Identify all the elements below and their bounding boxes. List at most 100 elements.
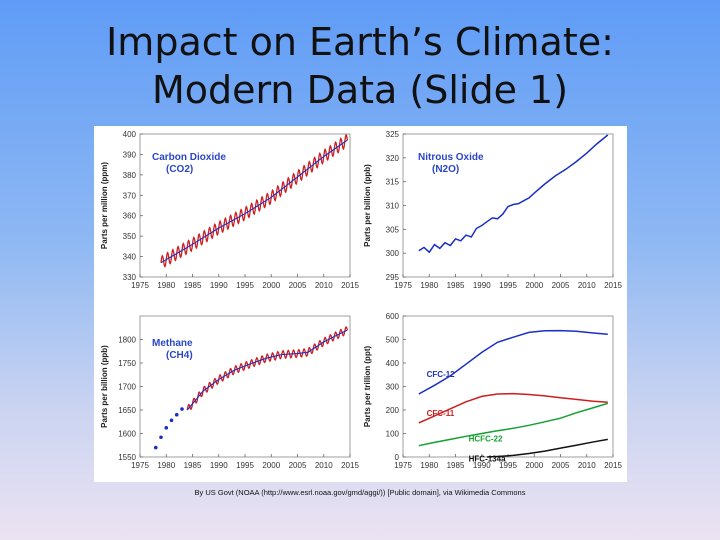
co2-xtick-label: 2000 — [262, 281, 280, 290]
ch4-ytick-label: 1700 — [118, 383, 136, 392]
ch4-xtick-label: 1980 — [157, 461, 175, 470]
ch4-xtick-label: 2005 — [289, 461, 307, 470]
ch4-point — [153, 445, 158, 450]
n2o-xtick-label: 1990 — [473, 281, 491, 290]
ch4-point — [164, 426, 169, 430]
cfc-series-line — [418, 402, 609, 447]
ch4-ytick-label: 1800 — [118, 336, 136, 345]
chart-n2o: 295 300 305 310 315 320 325 1975 1980 1985 1990 199… — [363, 130, 622, 290]
cfc-annotation: HFC-134a — [469, 455, 506, 464]
cfc-xtick-label: 2005 — [552, 461, 570, 470]
cfc-ytick-label: 200 — [386, 406, 400, 415]
n2o-xtick-label: 2015 — [604, 281, 622, 290]
ch4-series-line — [186, 326, 349, 411]
ch4-xtick-label: 1995 — [236, 461, 254, 470]
cfc-xtick-label: 2015 — [604, 461, 622, 470]
n2o-xtick-label: 1995 — [499, 281, 517, 290]
n2o-ytick-label: 295 — [386, 273, 400, 282]
n2o-plot-frame — [402, 133, 614, 278]
ch4-series-2 — [186, 329, 348, 411]
cfc-xtick-label: 1985 — [447, 461, 465, 470]
ch4-xtick-label: 1990 — [210, 461, 228, 470]
co2-series-line — [160, 133, 349, 268]
co2-ylabel: Parts per million (ppm) — [100, 162, 109, 249]
cfc-series-0 — [418, 329, 608, 395]
title-line-1: Impact on Earth’s Climate: — [106, 20, 614, 64]
chart-cfc: 0 100 200 300 400 500 600 1975 1980 1985 1990 1995 2… — [363, 312, 622, 470]
ch4-xtick-label: 1975 — [131, 461, 149, 470]
ch4-ytick-label: 1550 — [118, 453, 136, 462]
cfc-annotation: CFC-11 — [427, 409, 455, 418]
n2o-series-0 — [418, 134, 609, 254]
ch4-series-0 — [153, 407, 184, 450]
n2o-ytick-label: 310 — [386, 202, 400, 211]
cfc-series-3 — [486, 438, 608, 458]
ch4-ylabel: Parts per billion (ppb) — [100, 345, 109, 428]
co2-subtitle: (CO2) — [166, 164, 193, 175]
co2-xtick-label: 1975 — [131, 281, 149, 290]
cfc-ytick-label: 100 — [386, 430, 400, 439]
co2-ytick-label: 330 — [123, 273, 137, 282]
cfc-series-line — [418, 329, 608, 395]
cfc-ytick-label: 0 — [395, 453, 400, 462]
co2-xtick-label: 2010 — [315, 281, 333, 290]
cfc-series-line — [486, 438, 608, 458]
n2o-xtick-label: 1985 — [447, 281, 465, 290]
charts-svg: 330 340 350 360 370 380 390 400 1975 1980 1985 1990… — [100, 130, 622, 470]
n2o-ytick-label: 305 — [386, 225, 400, 234]
ch4-ytick-label: 1650 — [118, 406, 136, 415]
co2-ytick-label: 350 — [123, 232, 137, 241]
chart-ch4: 1550 1600 1650 1700 1750 1800 1975 1980 1985 1990… — [100, 315, 359, 470]
cfc-annotation: HCFC-22 — [469, 435, 503, 444]
ch4-title: Methane — [152, 338, 193, 349]
ch4-ytick-label: 1600 — [118, 430, 136, 439]
co2-ytick-label: 370 — [123, 191, 137, 200]
co2-xtick-label: 1980 — [157, 281, 175, 290]
cfc-xtick-label: 1995 — [499, 461, 517, 470]
ch4-xtick-label: 2000 — [262, 461, 280, 470]
cfc-annotation: CFC-12 — [427, 370, 456, 379]
ch4-point — [169, 418, 174, 423]
ch4-series-line — [186, 329, 348, 411]
n2o-ytick-label: 320 — [386, 154, 400, 163]
image-credit: By US Govt (NOAA (http://www.esrl.noaa.g… — [194, 488, 526, 497]
co2-ytick-label: 360 — [123, 212, 137, 221]
co2-xtick-label: 1995 — [236, 281, 254, 290]
ch4-xtick-label: 2010 — [315, 461, 333, 470]
ch4-point — [180, 407, 184, 411]
cfc-xtick-label: 1990 — [473, 461, 491, 470]
n2o-series-line — [418, 134, 609, 254]
cfc-ytick-label: 500 — [386, 336, 400, 345]
cfc-xtick-label: 2000 — [525, 461, 543, 470]
cfc-ytick-label: 300 — [386, 383, 400, 392]
co2-xtick-label: 1990 — [210, 281, 228, 290]
cfc-ytick-label: 600 — [386, 312, 400, 321]
n2o-xtick-label: 1975 — [394, 281, 412, 290]
cfc-ytick-label: 400 — [386, 359, 400, 368]
co2-ytick-label: 400 — [123, 130, 137, 139]
ch4-ytick-label: 1750 — [118, 359, 136, 368]
climate-figure: 330 340 350 360 370 380 390 400 1975 1980 1985 1990… — [94, 126, 627, 482]
n2o-ytick-label: 315 — [386, 178, 400, 187]
n2o-xtick-label: 2005 — [552, 281, 570, 290]
co2-series-0 — [160, 133, 349, 268]
co2-series-1 — [160, 139, 348, 264]
co2-ytick-label: 380 — [123, 171, 137, 180]
ch4-xtick-label: 1985 — [184, 461, 202, 470]
co2-xtick-label: 2015 — [341, 281, 359, 290]
co2-title: Carbon Dioxide — [152, 152, 226, 163]
co2-ytick-label: 390 — [123, 150, 137, 159]
n2o-subtitle: (N2O) — [432, 164, 459, 175]
cfc-series-2 — [418, 402, 609, 447]
slide-title: Impact on Earth’s Climate: Modern Data (… — [0, 18, 720, 114]
co2-ytick-label: 340 — [123, 253, 137, 262]
cfc-xtick-label: 1975 — [394, 461, 412, 470]
cfc-series-line — [418, 392, 608, 424]
ch4-plot-frame — [139, 315, 351, 458]
ch4-subtitle: (CH4) — [166, 350, 193, 361]
n2o-ylabel: Parts per billion (ppb) — [363, 164, 372, 247]
ch4-xtick-label: 2015 — [341, 461, 359, 470]
cfc-series-1 — [418, 392, 608, 424]
ch4-point — [159, 435, 163, 440]
n2o-ytick-label: 300 — [386, 249, 400, 258]
